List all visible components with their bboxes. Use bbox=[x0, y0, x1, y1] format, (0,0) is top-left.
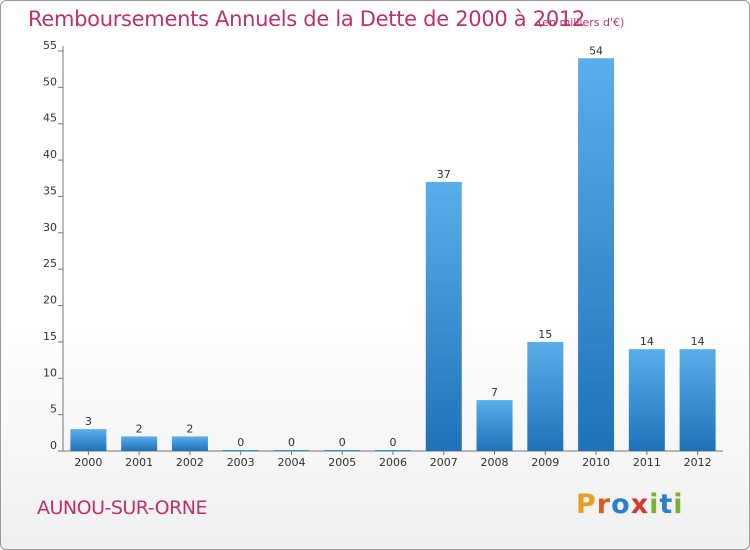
commune-name: AUNOU-SUR-ORNE bbox=[37, 497, 208, 519]
y-tick-label: 30 bbox=[43, 221, 57, 234]
y-tick-label: 55 bbox=[43, 39, 57, 52]
x-tick-label: 2003 bbox=[227, 456, 255, 469]
bar-value-label: 14 bbox=[640, 335, 654, 348]
x-tick-label: 2006 bbox=[379, 456, 407, 469]
chart-title: Remboursements Annuels de la Dette de 20… bbox=[28, 7, 585, 31]
bar-value-label: 3 bbox=[85, 415, 92, 428]
y-tick-label: 15 bbox=[43, 330, 57, 343]
chart-unit: (en milliers d'€) bbox=[538, 16, 625, 29]
bar bbox=[222, 450, 259, 451]
bar bbox=[527, 341, 564, 451]
bar-value-label: 0 bbox=[390, 436, 397, 449]
x-tick-label: 2011 bbox=[633, 456, 661, 469]
bar-value-label: 7 bbox=[491, 386, 498, 399]
bar-value-label: 54 bbox=[589, 44, 603, 57]
x-tick-label: 2005 bbox=[328, 456, 356, 469]
y-tick-label: 35 bbox=[43, 184, 57, 197]
bar bbox=[628, 349, 665, 451]
y-tick-label: 5 bbox=[50, 403, 57, 416]
y-tick-label: 40 bbox=[43, 148, 57, 161]
y-tick-label: 0 bbox=[50, 439, 57, 452]
x-tick-label: 2002 bbox=[176, 456, 204, 469]
y-tick-label: 25 bbox=[43, 257, 57, 270]
x-tick-label: 2007 bbox=[430, 456, 458, 469]
bar bbox=[171, 436, 208, 451]
x-tick-label: 2004 bbox=[277, 456, 305, 469]
bar bbox=[679, 349, 716, 451]
y-tick-label: 45 bbox=[43, 112, 57, 125]
bar-value-label: 14 bbox=[691, 335, 705, 348]
x-tick-label: 2001 bbox=[125, 456, 153, 469]
bar-value-label: 37 bbox=[437, 168, 451, 181]
bar-value-label: 15 bbox=[538, 328, 552, 341]
bar-value-label: 0 bbox=[237, 436, 244, 449]
bar bbox=[324, 450, 361, 451]
bar-value-label: 0 bbox=[339, 436, 346, 449]
bar bbox=[578, 58, 615, 451]
value-labels: 3 2 2 0 0 0 0 37 7 15 54 14 14 bbox=[85, 44, 705, 449]
y-tick-label: 20 bbox=[43, 294, 57, 307]
x-tick-label: 2009 bbox=[531, 456, 559, 469]
x-tick-label: 2000 bbox=[74, 456, 102, 469]
bar bbox=[476, 400, 513, 451]
proxiti-logo: Proxiti bbox=[576, 489, 684, 520]
y-tick-label: 50 bbox=[43, 75, 57, 88]
bar bbox=[425, 181, 462, 451]
y-tick-label: 10 bbox=[43, 366, 57, 379]
x-tick-label: 2010 bbox=[582, 456, 610, 469]
bars bbox=[70, 58, 716, 451]
bar-value-label: 2 bbox=[186, 422, 193, 435]
bar-value-label: 2 bbox=[136, 422, 143, 435]
x-tick-label: 2012 bbox=[684, 456, 712, 469]
bar bbox=[375, 450, 411, 451]
bar bbox=[273, 450, 310, 451]
bar bbox=[121, 436, 158, 451]
x-tick-label: 2008 bbox=[481, 456, 509, 469]
bar bbox=[70, 429, 107, 451]
bar-value-label: 0 bbox=[288, 436, 295, 449]
